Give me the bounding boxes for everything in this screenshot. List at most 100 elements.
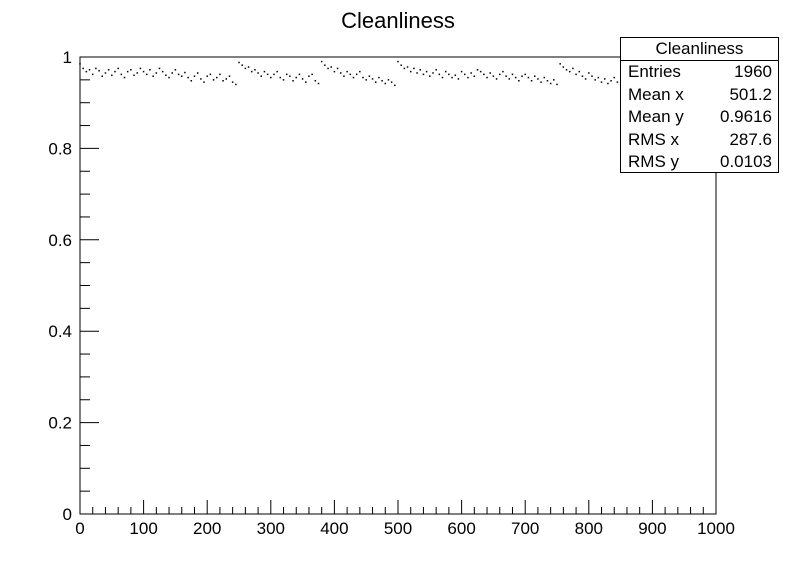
data-point	[333, 70, 336, 73]
stats-label: Mean y	[628, 107, 684, 126]
data-point	[209, 73, 212, 76]
data-point	[228, 75, 231, 77]
data-point	[467, 76, 469, 79]
x-tick-label: 200	[193, 519, 221, 538]
data-point	[460, 70, 463, 73]
stats-value: 0.9616	[720, 107, 772, 126]
data-point	[254, 69, 256, 71]
data-point	[409, 70, 412, 73]
data-point	[486, 76, 488, 79]
data-point	[320, 60, 323, 63]
data-point	[165, 74, 167, 77]
data-point	[530, 80, 533, 82]
x-tick-label: 500	[384, 519, 412, 538]
axis-ticks	[79, 56, 717, 515]
y-tick-label: 0.4	[48, 322, 72, 341]
data-point	[292, 80, 294, 82]
data-point	[613, 76, 615, 79]
data-point	[88, 69, 91, 71]
data-point	[429, 75, 431, 77]
data-point	[438, 73, 441, 76]
data-point	[104, 72, 107, 74]
data-point	[123, 76, 126, 79]
data-point	[492, 75, 495, 77]
data-point	[327, 67, 329, 70]
data-point	[196, 72, 199, 74]
data-point	[190, 80, 193, 82]
data-point	[168, 76, 170, 79]
data-point	[381, 80, 383, 82]
data-point	[193, 75, 196, 77]
data-point	[126, 70, 129, 73]
data-point	[235, 83, 237, 86]
stats-value: 1960	[734, 62, 772, 81]
data-point	[200, 78, 202, 80]
data-point	[425, 70, 428, 73]
data-point	[336, 67, 339, 70]
stats-row-entries: Entries 1960	[621, 61, 778, 84]
data-point	[397, 60, 399, 63]
data-point	[483, 73, 485, 76]
stats-box: Cleanliness Entries 1960 Mean x 501.2 Me…	[620, 37, 779, 173]
data-point	[158, 67, 161, 70]
x-tick-label: 0	[75, 519, 84, 538]
data-point	[273, 73, 275, 76]
data-point	[505, 75, 507, 77]
data-point	[257, 72, 259, 74]
stats-value: 287.6	[729, 129, 772, 149]
data-point	[362, 76, 364, 79]
data-point	[139, 67, 142, 70]
chart-title: Cleanliness	[341, 8, 455, 33]
data-point	[597, 76, 600, 79]
data-point	[177, 73, 180, 76]
data-point	[308, 75, 310, 77]
data-point	[479, 70, 482, 73]
data-point	[295, 76, 297, 79]
data-point	[444, 70, 447, 73]
data-point	[588, 72, 590, 74]
data-point	[222, 80, 224, 82]
y-tick-label: 0.2	[48, 414, 72, 433]
data-point	[219, 73, 221, 76]
data-point	[591, 75, 593, 77]
data-point	[374, 81, 377, 83]
data-point	[305, 81, 307, 83]
data-point	[317, 82, 320, 85]
y-tick-label: 0.6	[48, 231, 72, 250]
data-point	[572, 67, 574, 70]
data-point	[584, 78, 587, 80]
data-point	[187, 76, 189, 79]
data-point	[553, 79, 555, 81]
data-point	[152, 75, 154, 77]
data-point	[85, 70, 88, 73]
data-point	[203, 81, 205, 83]
tick-labels: 0 100 200 300 400 500 600 700 800 900 1000 0 0.2 0.4 0…	[48, 48, 735, 538]
y-tick-label: 1	[63, 48, 72, 67]
data-point	[457, 78, 460, 80]
data-point	[184, 71, 186, 74]
data-point	[244, 67, 247, 70]
data-point	[206, 75, 208, 77]
data-point	[527, 76, 530, 79]
data-point	[117, 67, 119, 70]
data-point	[454, 74, 456, 77]
data-point	[343, 75, 345, 77]
x-tick-label: 300	[257, 519, 285, 538]
data-point	[120, 73, 123, 76]
data-point	[549, 82, 552, 85]
data-point	[394, 84, 396, 87]
data-point	[161, 70, 164, 73]
data-point	[276, 70, 278, 73]
x-tick-label: 1000	[697, 519, 735, 538]
data-point	[298, 73, 301, 76]
data-point	[556, 83, 558, 86]
data-point	[514, 76, 517, 79]
data-point	[285, 73, 288, 76]
data-point	[390, 81, 393, 83]
data-point	[403, 67, 406, 70]
data-point	[301, 78, 304, 80]
data-point	[250, 70, 253, 73]
data-point	[413, 67, 415, 70]
data-point	[266, 73, 269, 76]
data-point	[521, 75, 523, 77]
